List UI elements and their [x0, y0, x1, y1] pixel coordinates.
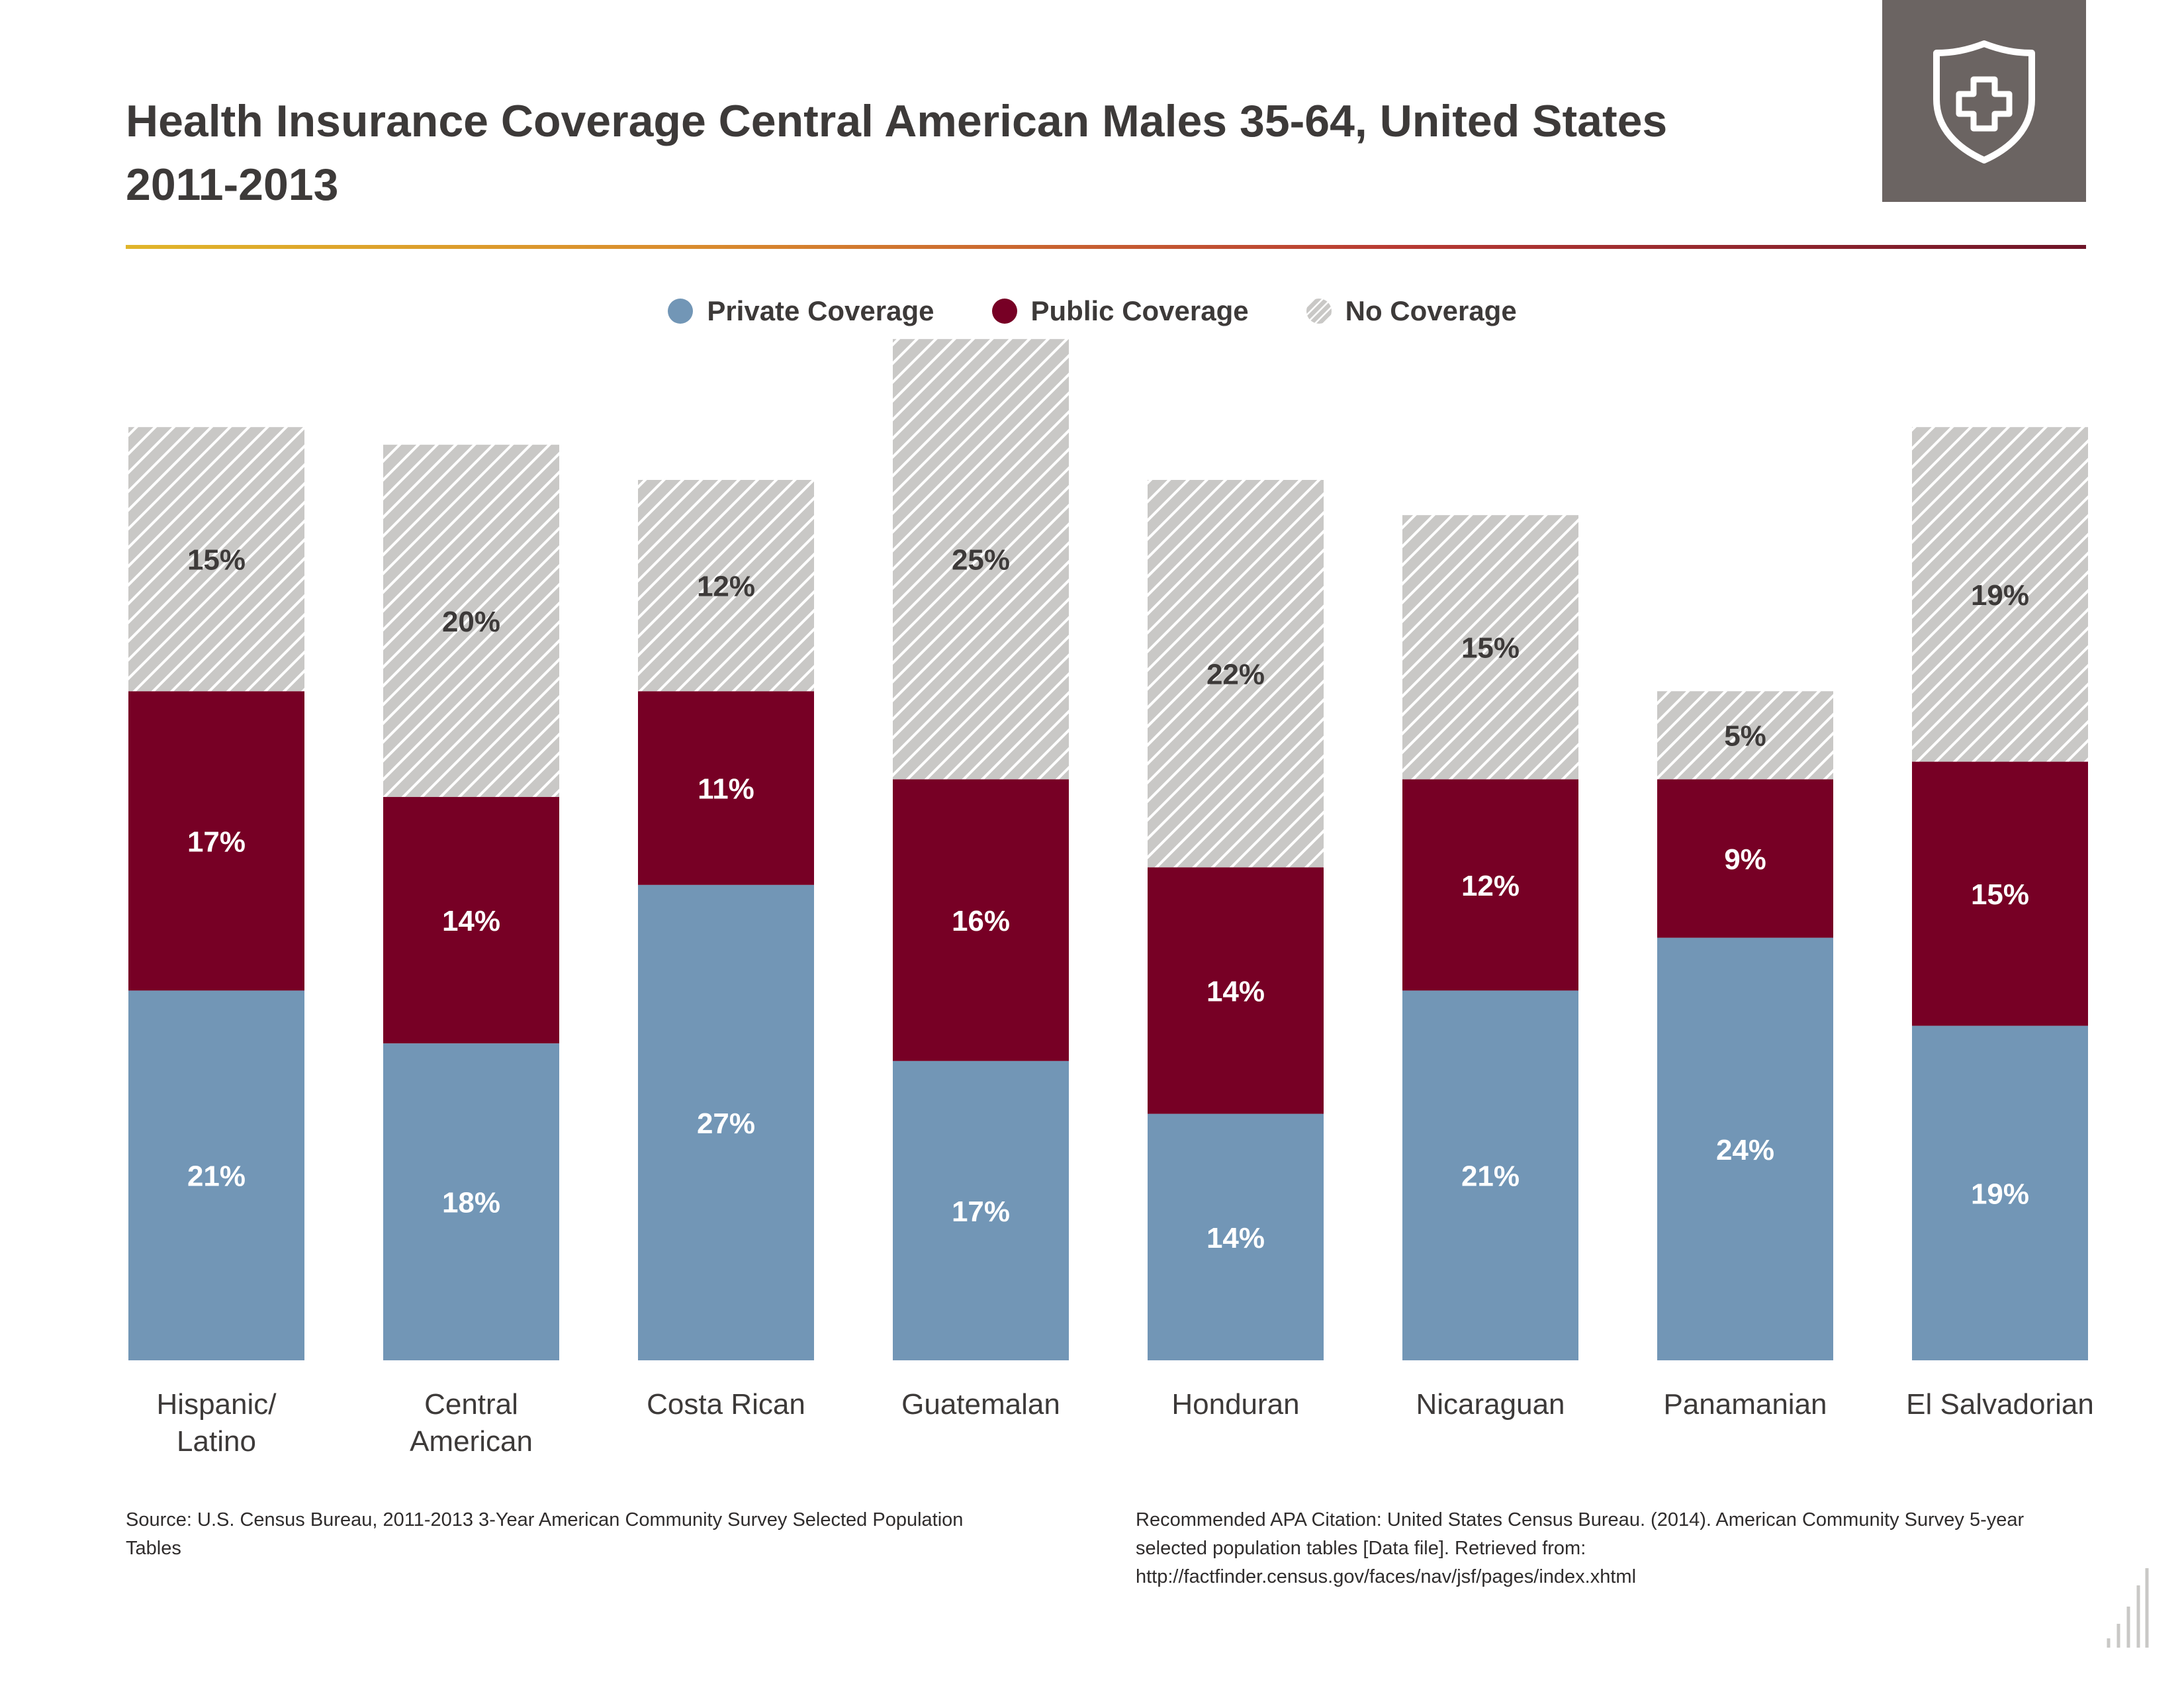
- bar-public-1: [383, 796, 559, 1044]
- legend-item-private: Private Coverage: [667, 295, 934, 327]
- data-label-none-3: 25%: [952, 544, 1010, 577]
- badge: [1882, 0, 2086, 202]
- bar-private-6: [1657, 937, 1833, 1360]
- category-label-1-line1: American: [410, 1425, 533, 1458]
- legend-item-none: No Coverage: [1306, 295, 1517, 327]
- data-label-private-6: 24%: [1716, 1134, 1774, 1166]
- data-label-public-7: 15%: [1971, 878, 2029, 911]
- page-title: Health Insurance Coverage Central Americ…: [126, 96, 1668, 210]
- category-label-0-line1: Latino: [177, 1425, 256, 1458]
- data-label-public-1: 14%: [442, 905, 500, 937]
- bar-none-1: [383, 444, 559, 797]
- bar-public-3: [893, 779, 1069, 1061]
- legend-label-public: Public Coverage: [1030, 295, 1249, 326]
- bar-public-0: [128, 691, 304, 991]
- category-label-4: Honduran: [1171, 1388, 1299, 1421]
- data-label-none-2: 12%: [697, 571, 755, 603]
- data-label-private-2: 27%: [697, 1107, 755, 1140]
- bar-public-7: [1912, 761, 2088, 1026]
- data-label-public-0: 17%: [187, 825, 246, 858]
- bar-none-4: [1148, 480, 1324, 868]
- data-label-none-6: 5%: [1724, 720, 1766, 753]
- citation-note: Recommended APA Citation: United States …: [1136, 1509, 2025, 1587]
- shield-plus-icon: [1933, 40, 2035, 164]
- category-label-0-line0: Hispanic/: [157, 1388, 277, 1421]
- data-label-private-7: 19%: [1971, 1178, 2029, 1210]
- bar-none-0: [128, 427, 304, 692]
- bar-private-5: [1402, 990, 1578, 1360]
- data-label-public-2: 11%: [698, 773, 754, 806]
- category-label-7: El Salvadorian: [1906, 1388, 2094, 1421]
- bar-none-3: [893, 339, 1069, 780]
- bar-none-2: [638, 480, 814, 692]
- category-label-5: Nicaraguan: [1416, 1388, 1565, 1421]
- data-label-public-4: 14%: [1206, 975, 1265, 1008]
- bar-private-4: [1148, 1113, 1324, 1360]
- data-label-none-4: 22%: [1206, 659, 1265, 691]
- bar-public-2: [638, 691, 814, 885]
- data-label-none-1: 20%: [442, 606, 500, 638]
- category-label-3: Guatemalan: [901, 1388, 1060, 1421]
- data-label-private-3: 17%: [952, 1196, 1010, 1228]
- stacked-bar-chart: 21% 17% 15% 18% 14% 20% 27% 11% 12% 17% 16% 25% 14% 1…: [128, 339, 2094, 1458]
- bar-private-0: [128, 990, 304, 1360]
- legend-label-none: No Coverage: [1345, 295, 1517, 326]
- bar-private-2: [638, 884, 814, 1360]
- data-label-none-7: 19%: [1971, 579, 2029, 612]
- data-label-private-0: 21%: [187, 1160, 246, 1193]
- bar-private-3: [893, 1060, 1069, 1360]
- bar-none-7: [1912, 427, 2088, 762]
- category-label-6: Panamanian: [1663, 1388, 1827, 1421]
- category-label-2: Costa Rican: [647, 1388, 805, 1421]
- title-divider: [126, 245, 2086, 249]
- bar-public-6: [1657, 779, 1833, 938]
- legend-label-private: Private Coverage: [707, 295, 934, 326]
- data-label-none-5: 15%: [1461, 632, 1520, 665]
- data-label-public-5: 12%: [1461, 870, 1520, 902]
- category-labels-group: Hispanic/Latino Central American Costa Rica…: [157, 1388, 2094, 1458]
- bar-none-5: [1402, 515, 1578, 780]
- data-label-public-3: 16%: [952, 905, 1010, 937]
- bar-private-1: [383, 1043, 559, 1360]
- bar-none-6: [1657, 691, 1833, 780]
- legend-swatch-private: [668, 299, 694, 324]
- legend-swatch-public: [991, 299, 1017, 324]
- bar-public-5: [1402, 779, 1578, 991]
- data-label-private-1: 18%: [442, 1187, 500, 1219]
- data-label-public-6: 9%: [1724, 843, 1766, 876]
- data-label-private-4: 14%: [1206, 1222, 1265, 1254]
- legend-swatch-none: [1306, 299, 1332, 324]
- legend: Private Coverage Public Coverage No Cove…: [0, 291, 2184, 331]
- segment-labels-group: 21% 17% 15% 18% 14% 20% 27% 11% 12% 17% 16% 25% 14% 1…: [187, 544, 2029, 1254]
- bars-group: [128, 339, 2088, 1360]
- bar-public-4: [1148, 867, 1324, 1114]
- data-label-private-5: 21%: [1461, 1160, 1520, 1193]
- legend-item-public: Public Coverage: [991, 295, 1249, 327]
- category-label-1-line0: Central: [424, 1388, 518, 1421]
- source-note: Source: U.S. Census Bureau, 2011-2013 3-…: [126, 1509, 964, 1559]
- bar-chart-watermark-icon: [2107, 1568, 2149, 1648]
- bar-private-7: [1912, 1025, 2088, 1360]
- data-label-none-0: 15%: [187, 544, 246, 577]
